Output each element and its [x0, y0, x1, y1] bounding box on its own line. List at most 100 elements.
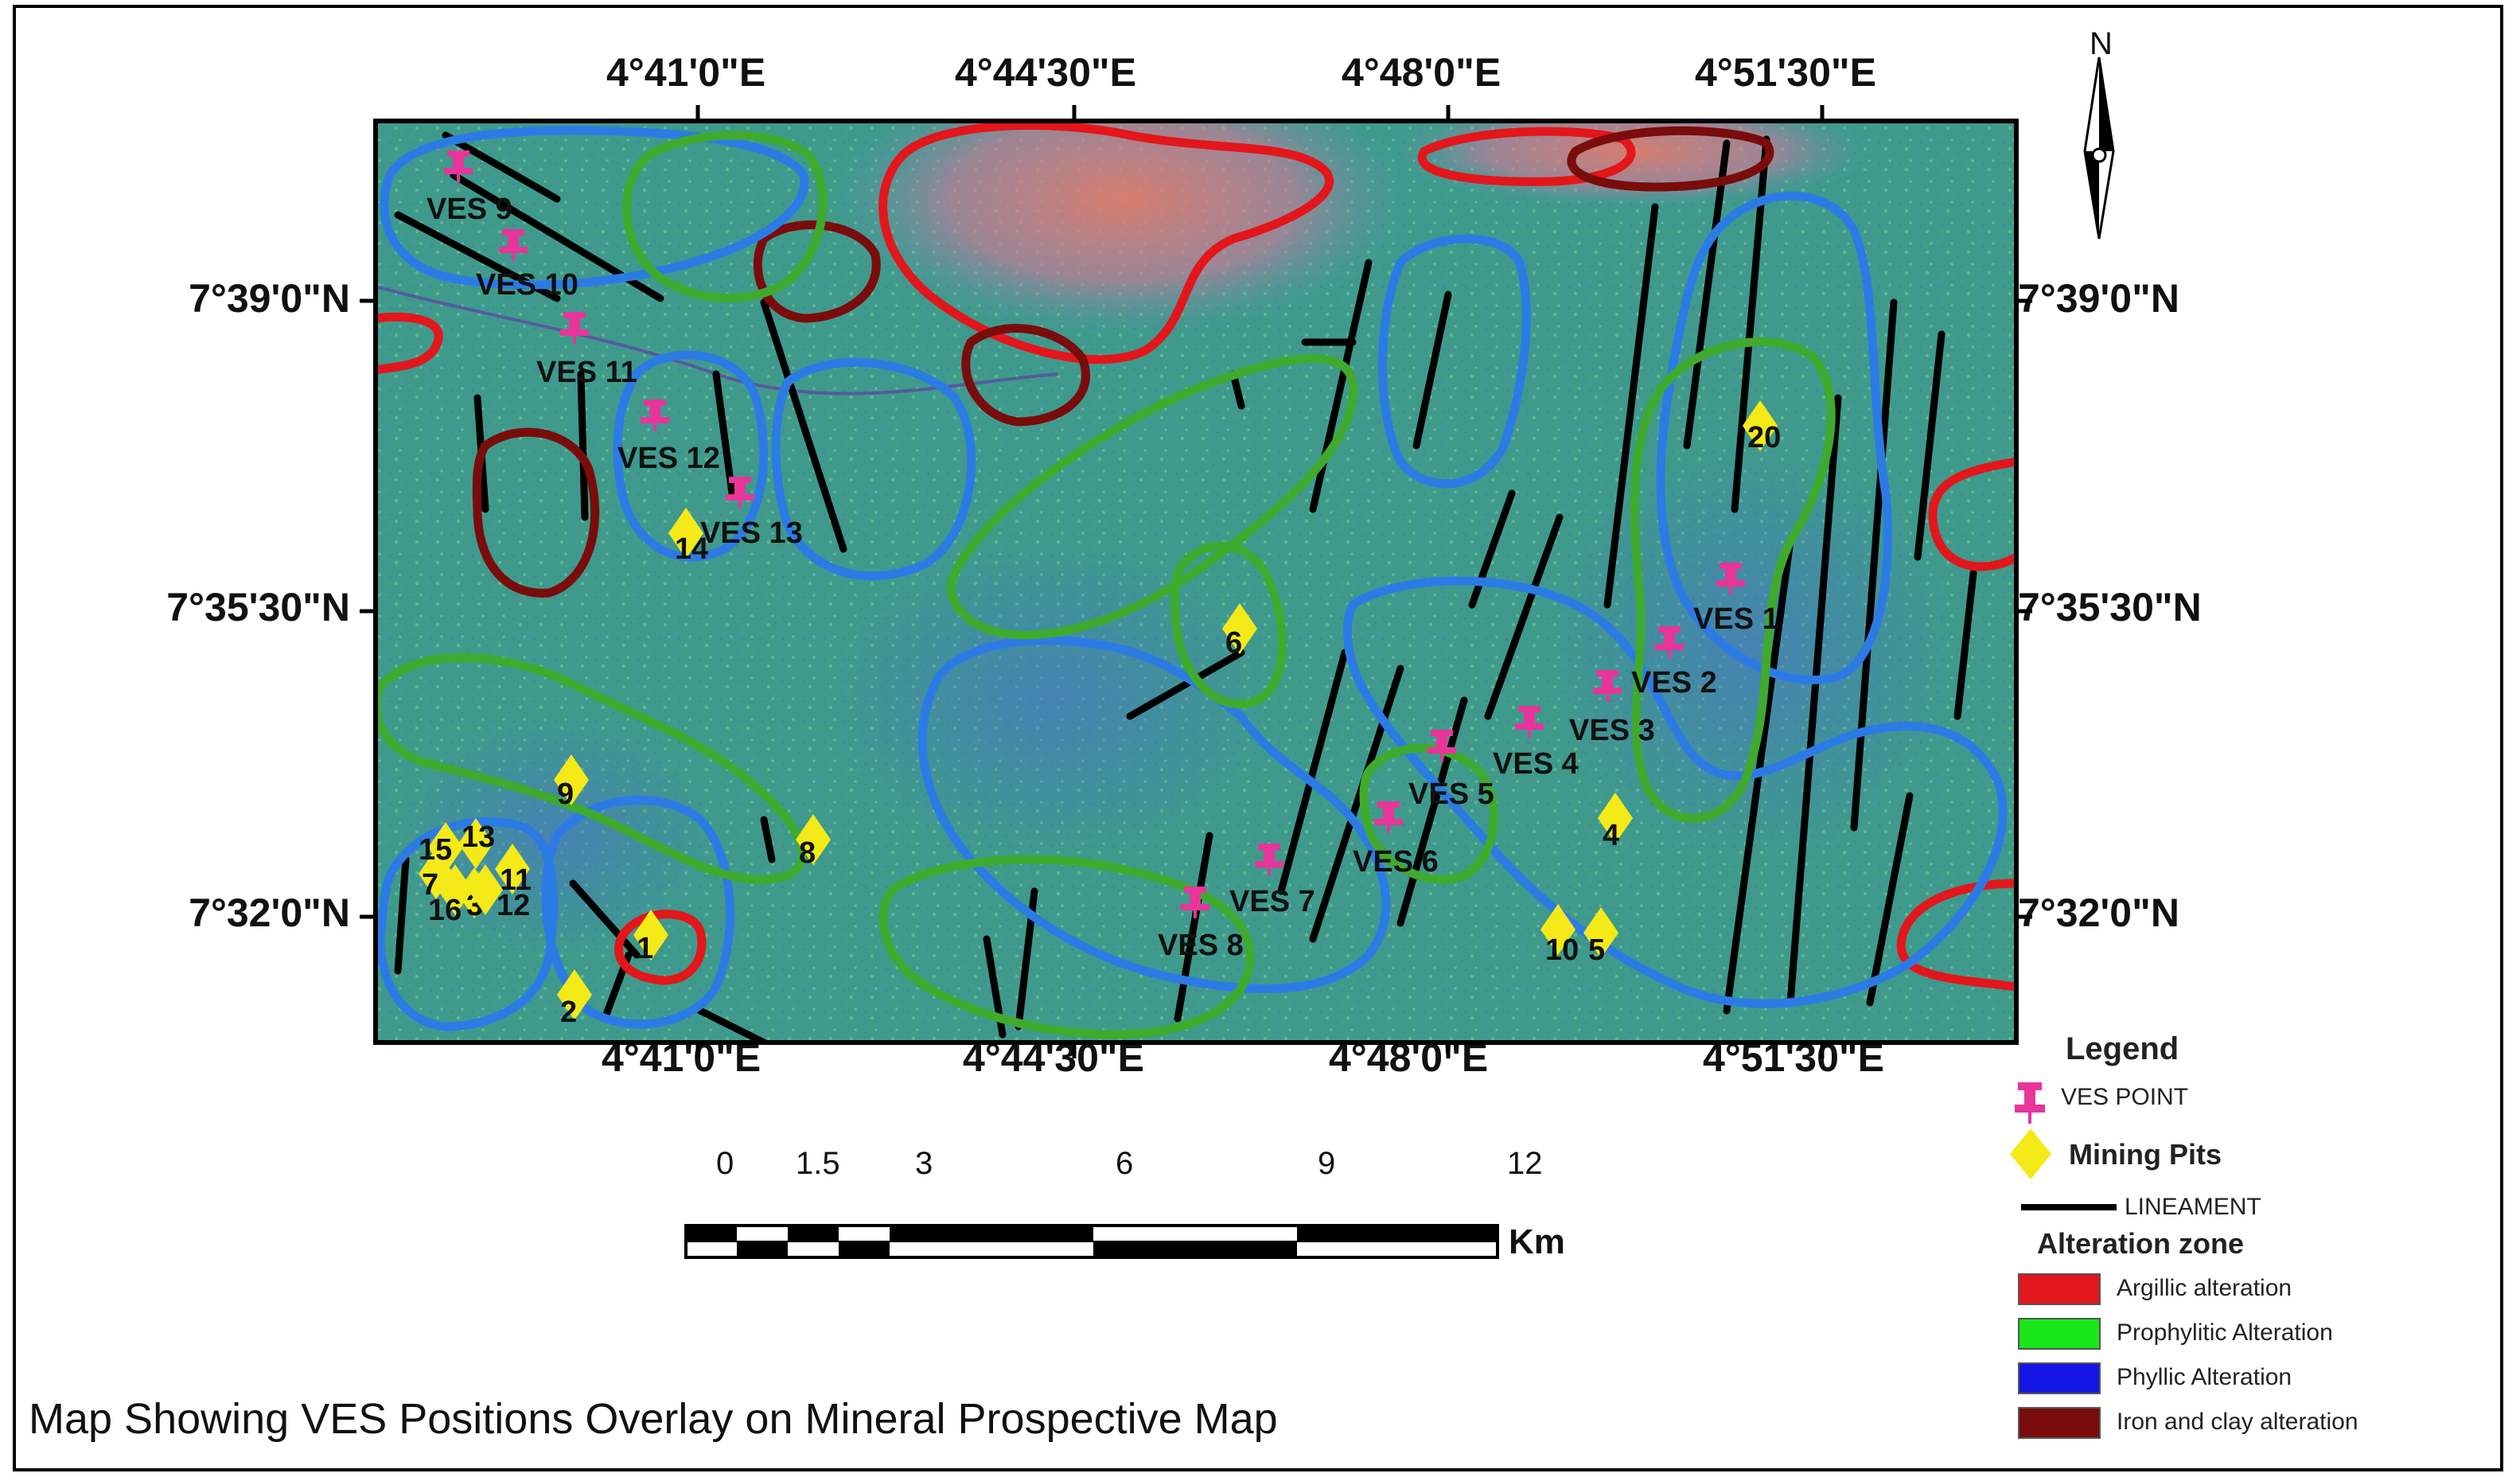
phyllic-zone: [917, 636, 1391, 993]
ves-point-label: VES 5: [1408, 778, 1494, 811]
mining-pit-marker: 20: [1743, 400, 1781, 454]
mining-pit-marker: 10: [1540, 904, 1579, 967]
mining-pit-label: 12: [497, 889, 530, 922]
iron-clay-swatch: [2018, 1407, 2101, 1439]
scale-tick-label: 12: [1507, 1146, 1543, 1181]
mining-pit-label: 14: [675, 532, 708, 566]
mining-pit-marker: 6: [1222, 603, 1257, 660]
mining-pit-label: 4: [1603, 819, 1619, 852]
ves-point-label: VES 1: [1693, 602, 1779, 636]
prophylitic-zone: [622, 131, 828, 302]
ves-point-marker: VES 2: [1631, 626, 1717, 700]
mining-pit-marker: 14: [668, 508, 708, 566]
legend-zone-label: Prophylitic Alteration: [2117, 1319, 2333, 1346]
legend-ves-point-icon: [2015, 1082, 2045, 1124]
argillic-zone: [376, 312, 443, 375]
north-arrow-icon: [2083, 57, 2115, 240]
ves-point-marker: VES 3: [1569, 670, 1655, 747]
iron-clay-zone: [472, 427, 600, 598]
mining-pit-label: 1: [637, 932, 653, 965]
scale-tick-label: 6: [1116, 1146, 1134, 1181]
north-label: N: [2090, 26, 2113, 61]
ves-point-marker: VES 1: [1693, 563, 1779, 636]
scale-tick-label: 9: [1318, 1146, 1336, 1181]
prophylitic-zone: [1170, 541, 1287, 708]
mining-pit-marker: 5: [1583, 907, 1618, 967]
argillic-swatch: [2018, 1273, 2101, 1305]
ves-point-label: VES 7: [1229, 885, 1315, 918]
mining-pit-marker: 16: [428, 864, 473, 927]
ves-point-marker: VES 13: [700, 477, 803, 550]
legend-alteration-title: Alteration zone: [2037, 1227, 2245, 1260]
prophylitic-zone: [376, 653, 807, 884]
argillic-zone: [1928, 457, 2016, 571]
scale-tick-label: 1.5: [796, 1146, 840, 1181]
mining-pit-label: 2: [560, 996, 577, 1029]
prophylitic-zone: [878, 855, 1255, 1039]
legend-mining-pits-label: Mining Pits: [2069, 1138, 2222, 1171]
mining-pit-marker: 1: [633, 910, 668, 965]
legend-title: Legend: [2066, 1031, 2179, 1066]
argillic-zone: [878, 121, 1334, 364]
scale-tick-label: 0: [716, 1146, 734, 1181]
outer-border: [13, 5, 2503, 1471]
legend-zone-label: Phyllic Alteration: [2117, 1364, 2292, 1390]
mining-pit-marker: 13: [458, 818, 495, 869]
prophylitic-swatch: [2018, 1318, 2101, 1350]
ves-point-label: VES 4: [1493, 747, 1579, 781]
ves-point-label: VES 11: [536, 356, 637, 389]
mining-pit-label: 9: [557, 778, 574, 811]
top-longitude-label: 4°48'0"E: [1342, 50, 1501, 95]
mining-pit-marker: 9: [554, 754, 589, 811]
map-frame: [373, 119, 2019, 1045]
prophylitic-zone: [946, 353, 1358, 640]
mining-pit-marker: 2: [557, 969, 592, 1029]
mining-pit-label: 11: [500, 863, 532, 897]
ves-point-marker: VES 10: [476, 229, 578, 302]
top-longitude-label: 4°44'30"E: [955, 50, 1136, 95]
mining-pit-marker: 8: [796, 814, 831, 870]
mining-pit-label: 16: [428, 894, 462, 927]
ves-point-label: VES 12: [617, 442, 720, 475]
top-longitude-label: 4°51'30"E: [1695, 50, 1876, 95]
prophylitic-zone: [1630, 337, 1836, 824]
iron-clay-zone: [1567, 126, 1774, 192]
argillic-zone: [1417, 127, 1636, 186]
ves-point-label: VES 9: [426, 193, 512, 226]
ves-point-marker: VES 7: [1229, 844, 1315, 918]
left-latitude-label: 7°39'0"N: [189, 276, 350, 321]
ves-point-marker: VES 6: [1353, 801, 1439, 879]
ves-point-marker: VES 9: [426, 150, 512, 226]
iron-clay-zone: [961, 324, 1090, 427]
ves-point-label: VES 3: [1569, 714, 1655, 747]
legend-zone-label: Iron and clay alteration: [2117, 1409, 2358, 1435]
scale-tick-label: 3: [915, 1146, 933, 1181]
ves-point-marker: VES 11: [536, 312, 637, 389]
phyllic-zone: [380, 126, 809, 290]
mining-pit-marker: 12: [468, 864, 530, 922]
argillic-zone: [1896, 879, 2016, 992]
mining-pit-label: 7: [422, 868, 438, 902]
mining-pit-label: 5: [1588, 933, 1605, 967]
mining-pit-label: 15: [419, 833, 452, 867]
ves-point-marker: VES 12: [617, 399, 720, 475]
mining-pit-label: 20: [1747, 421, 1781, 454]
scale-bar: [684, 1224, 1499, 1259]
legend-lineament-label: LINEAMENT: [2125, 1194, 2261, 1220]
mining-pit-label: 13: [462, 820, 495, 854]
phyllic-zone: [541, 795, 734, 1029]
ves-point-label: VES 2: [1631, 666, 1717, 700]
legend-mining-pit-icon: [2010, 1128, 2051, 1179]
phyllic-zone: [771, 357, 976, 581]
ves-point-label: VES 13: [700, 516, 803, 550]
graticule-ticks: [360, 105, 2032, 1058]
right-latitude-label: 7°32'0"N: [2018, 891, 2179, 935]
mining-pit-marker: 4: [1598, 793, 1633, 852]
ves-point-label: VES 8: [1158, 929, 1244, 962]
ves-point-marker: VES 4: [1493, 706, 1579, 781]
mining-pit-marker: 15: [419, 822, 463, 873]
phyllic-zone: [376, 817, 559, 1031]
